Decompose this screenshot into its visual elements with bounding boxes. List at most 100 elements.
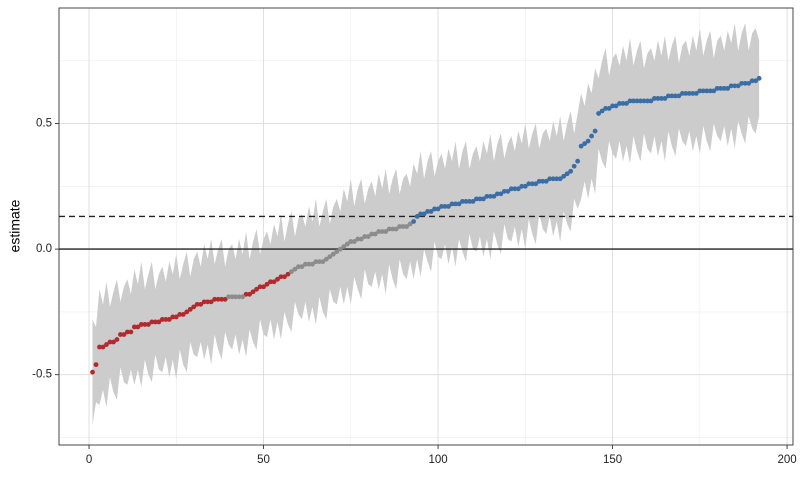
point: [627, 98, 633, 104]
point: [505, 188, 511, 194]
point: [362, 234, 368, 239]
point: [341, 244, 347, 249]
point: [358, 236, 364, 242]
point: [107, 339, 113, 345]
point: [498, 191, 504, 197]
point: [564, 171, 570, 177]
point: [407, 221, 413, 227]
point: [491, 193, 497, 199]
point: [390, 226, 396, 232]
point: [603, 106, 608, 111]
point: [693, 90, 699, 96]
point: [327, 254, 333, 260]
point: [432, 206, 437, 212]
point: [187, 306, 193, 312]
point: [316, 259, 322, 265]
point: [474, 196, 479, 202]
point: [735, 83, 741, 89]
point: [571, 163, 577, 169]
point: [125, 329, 130, 335]
point: [282, 274, 287, 280]
point: [205, 299, 211, 305]
point: [344, 241, 350, 247]
point: [149, 319, 155, 325]
point: [679, 90, 685, 96]
point: [303, 261, 308, 267]
point: [114, 337, 120, 342]
point: [111, 339, 116, 345]
point: [257, 284, 263, 290]
point: [739, 80, 745, 86]
point: [138, 322, 144, 327]
point: [376, 229, 382, 234]
point: [467, 198, 472, 204]
point: [229, 294, 235, 300]
point: [296, 264, 301, 270]
point: [652, 96, 657, 101]
point: [159, 317, 165, 322]
point: [365, 234, 371, 239]
point: [435, 206, 441, 212]
point: [463, 198, 469, 204]
x-tick-label: 0: [86, 454, 92, 466]
point: [732, 83, 738, 89]
point: [334, 249, 340, 255]
point: [659, 96, 664, 101]
point: [721, 85, 727, 91]
point: [215, 296, 221, 302]
point: [219, 296, 225, 302]
point: [665, 93, 671, 99]
point: [275, 276, 280, 282]
point: [208, 299, 214, 305]
point: [418, 211, 423, 217]
point: [278, 274, 284, 280]
point: [397, 224, 403, 229]
point: [460, 198, 465, 204]
point: [554, 176, 560, 182]
point: [93, 362, 99, 368]
x-tick-label: 150: [603, 454, 622, 466]
point: [201, 299, 207, 305]
point: [561, 173, 567, 179]
point: [725, 85, 731, 91]
point: [337, 246, 343, 252]
point: [261, 284, 266, 290]
point: [711, 88, 717, 94]
point: [285, 271, 291, 277]
point: [411, 219, 417, 224]
point: [128, 329, 134, 335]
point: [519, 183, 525, 189]
point: [97, 344, 102, 350]
point: [121, 332, 127, 337]
x-tick-label: 50: [257, 454, 270, 466]
point: [90, 369, 95, 375]
point: [320, 259, 326, 265]
point: [512, 186, 518, 192]
point: [100, 344, 106, 350]
point: [638, 98, 643, 104]
point: [355, 236, 361, 242]
point: [135, 324, 141, 330]
point: [268, 279, 273, 285]
point: [557, 176, 563, 182]
point: [596, 111, 601, 116]
point: [372, 231, 378, 237]
point: [522, 183, 528, 189]
point: [592, 128, 598, 134]
point: [240, 294, 245, 300]
point: [194, 301, 200, 307]
point: [226, 294, 232, 300]
point: [631, 98, 636, 104]
point: [131, 324, 137, 330]
point: [386, 226, 392, 232]
point: [170, 314, 176, 320]
point: [404, 224, 410, 229]
point: [306, 261, 312, 267]
point: [271, 279, 277, 285]
point: [191, 304, 197, 310]
point: [477, 196, 483, 202]
point: [264, 281, 270, 287]
point: [613, 103, 619, 109]
point: [414, 214, 420, 219]
